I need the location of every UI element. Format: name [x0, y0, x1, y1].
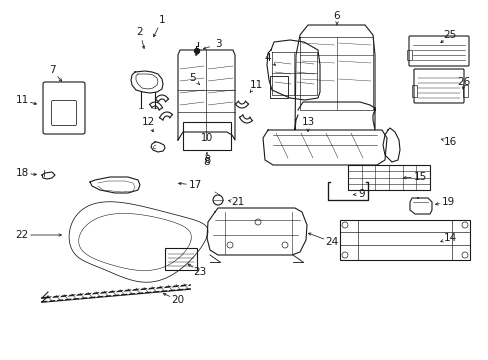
Text: 6: 6: [333, 11, 340, 21]
Text: 9: 9: [358, 189, 365, 199]
Text: 18: 18: [15, 168, 29, 178]
Text: 2: 2: [137, 27, 143, 37]
Text: 23: 23: [193, 267, 206, 277]
Circle shape: [194, 49, 199, 54]
Text: 19: 19: [441, 197, 454, 207]
Text: 26: 26: [456, 77, 469, 87]
Text: 12: 12: [141, 117, 154, 127]
Text: 14: 14: [443, 233, 456, 243]
Text: 22: 22: [15, 230, 29, 240]
Bar: [183, 122, 230, 150]
Bar: [406, 50, 411, 60]
Bar: [411, 85, 416, 97]
Text: 20: 20: [171, 295, 184, 305]
Bar: [269, 76, 287, 98]
Text: 17: 17: [188, 180, 201, 190]
Text: 13: 13: [301, 117, 314, 127]
Text: 15: 15: [412, 172, 426, 182]
Text: 8: 8: [203, 157, 210, 167]
Text: 7: 7: [49, 65, 55, 75]
Text: 25: 25: [443, 30, 456, 40]
Text: 8: 8: [203, 155, 210, 165]
Text: 5: 5: [189, 73, 196, 83]
Bar: [339, 220, 469, 260]
Text: 1: 1: [159, 15, 165, 25]
Text: 11: 11: [249, 80, 262, 90]
Bar: [462, 85, 467, 97]
Bar: [347, 165, 429, 190]
Text: 3: 3: [214, 39, 221, 49]
Text: 24: 24: [325, 237, 338, 247]
Text: 10: 10: [201, 133, 213, 143]
Text: 21: 21: [231, 197, 244, 207]
Text: 4: 4: [264, 53, 271, 63]
Text: 11: 11: [15, 95, 29, 105]
Bar: [164, 248, 197, 270]
Text: 16: 16: [443, 137, 456, 147]
